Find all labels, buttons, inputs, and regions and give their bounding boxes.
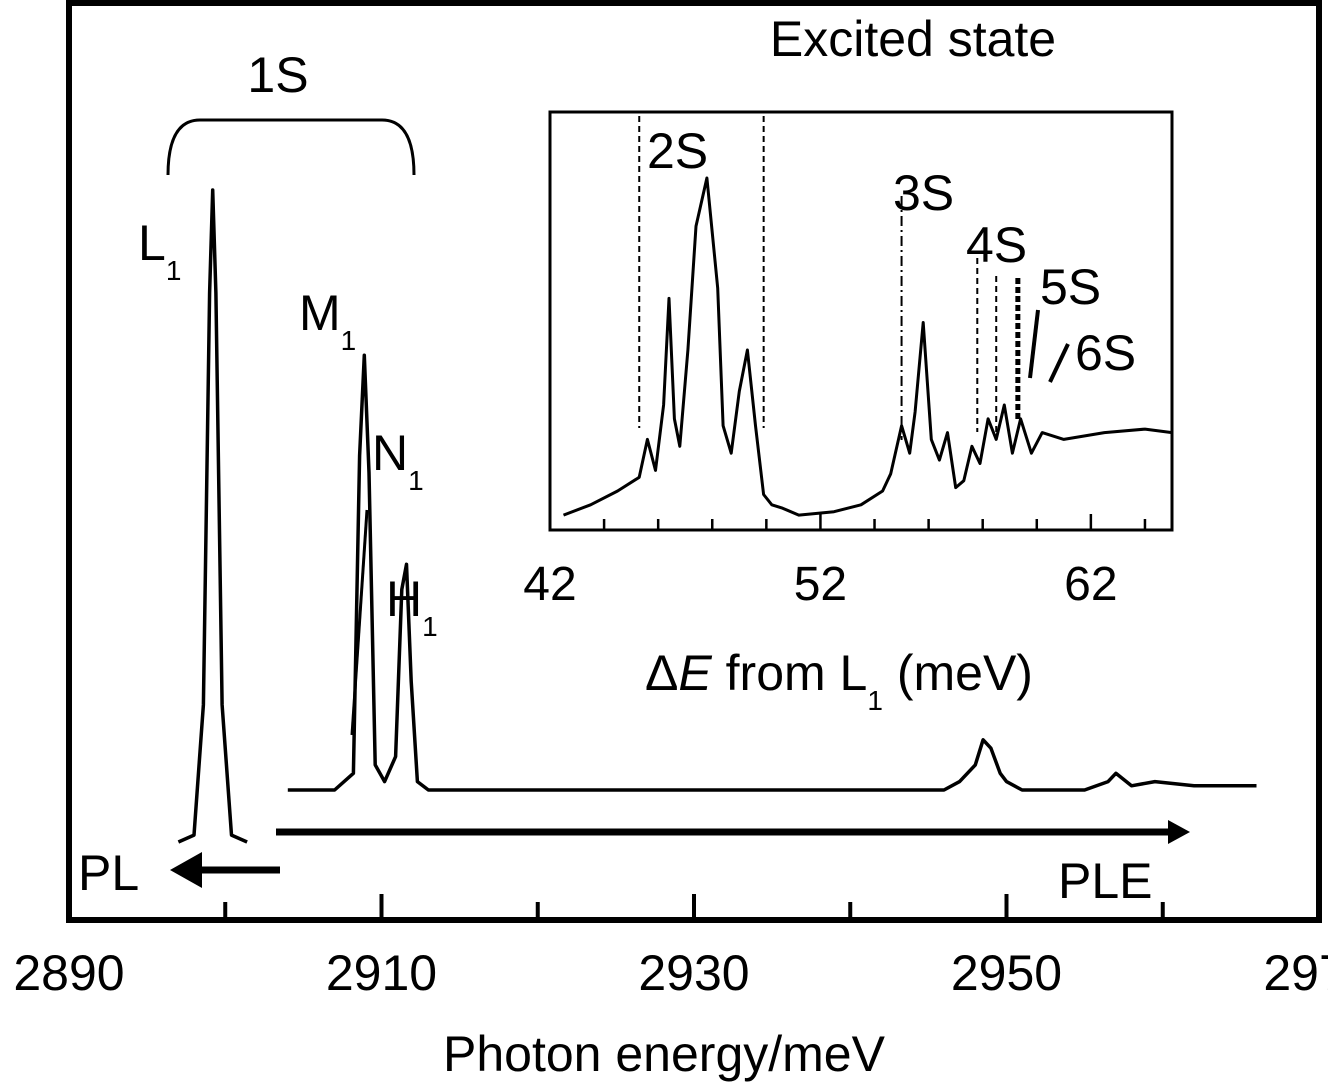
inset-x-tick-labels: 42 52 62 xyxy=(523,558,1117,611)
label-1s: 1S xyxy=(247,47,308,103)
inset-series-line xyxy=(562,176,1173,517)
label-m1-sub: 1 xyxy=(341,325,357,356)
inset-x-tick-label: 42 xyxy=(523,558,576,611)
label-pl: PL xyxy=(78,845,139,901)
label-h1: H1 xyxy=(386,571,438,642)
label-l1-sub: 1 xyxy=(166,255,182,286)
label-h1-sub: 1 xyxy=(422,611,438,642)
inset-xlabel-delta: Δ xyxy=(645,645,678,701)
main-x-tick-label: 2970 xyxy=(1263,945,1328,1001)
5s-pointer xyxy=(1028,309,1040,379)
inset-xlabel-mid: from L xyxy=(712,645,868,701)
inset-xlabel-unit: (meV) xyxy=(883,645,1033,701)
pl-arrow-head xyxy=(170,852,202,888)
6s-pointer xyxy=(1048,343,1070,383)
inset-x-ticks xyxy=(548,514,1147,530)
label-ple: PLE xyxy=(1058,853,1153,909)
inset-frame xyxy=(548,110,1174,532)
label-2s: 2S xyxy=(647,123,708,179)
label-3s: 3S xyxy=(893,165,954,221)
inset-state-markers xyxy=(638,116,1021,440)
pl-series-line xyxy=(177,188,248,844)
main-x-tick-label: 2910 xyxy=(326,945,437,1001)
inset-title: Excited state xyxy=(770,11,1056,67)
main-x-axis-label: Photon energy/meV xyxy=(443,1026,886,1082)
label-5s: 5S xyxy=(1040,259,1101,315)
label-h1-main: H xyxy=(386,571,422,627)
inset-xlabel-sub: 1 xyxy=(867,685,883,716)
label-m1: M1 xyxy=(299,285,356,356)
main-x-tick-label: 2930 xyxy=(638,945,749,1001)
ple-series-line xyxy=(287,353,1257,792)
label-n1-sub: 1 xyxy=(408,465,424,496)
ple-arrow-head xyxy=(1168,820,1190,844)
inset-x-axis-label: ΔE from L1 (meV) xyxy=(645,645,1033,716)
main-x-ticks xyxy=(67,894,1321,920)
label-n1-main: N xyxy=(372,425,408,481)
main-x-tick-labels: 2890 2910 2930 2950 2970 xyxy=(13,945,1328,1001)
brace-1s xyxy=(166,118,416,176)
n1-pointer-line xyxy=(350,509,369,736)
inset-xlabel-var: E xyxy=(678,645,712,701)
label-6s: 6S xyxy=(1075,325,1136,381)
main-x-tick-label: 2950 xyxy=(951,945,1062,1001)
label-l1-main: L xyxy=(138,215,166,271)
main-x-tick-label: 2890 xyxy=(13,945,124,1001)
label-l1: L1 xyxy=(138,215,181,286)
label-m1-main: M xyxy=(299,285,341,341)
inset-x-tick-label: 62 xyxy=(1064,558,1117,611)
inset-x-tick-label: 52 xyxy=(794,558,847,611)
label-n1: N1 xyxy=(372,425,424,496)
label-4s: 4S xyxy=(966,217,1027,273)
